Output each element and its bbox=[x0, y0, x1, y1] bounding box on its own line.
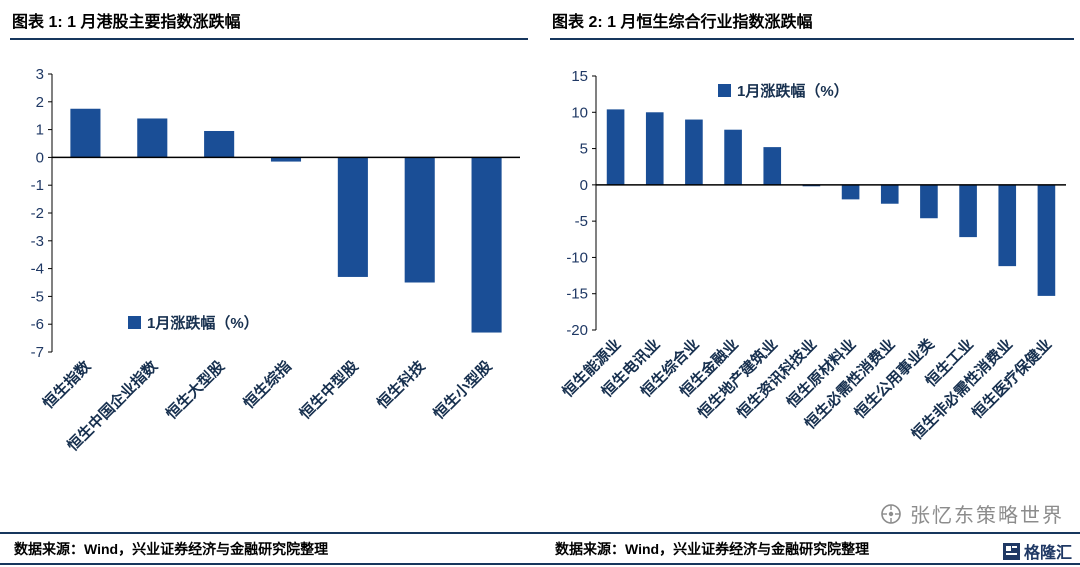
chart-1-title: 图表 1: 1 月港股主要指数涨跌幅 bbox=[10, 6, 528, 40]
y-tick-label: -6 bbox=[31, 316, 44, 333]
bar-chart-hk-indices: -7-6-5-4-3-2-10123恒生指数恒生中国企业指数 恒生大型股 恒生综指恒… bbox=[31, 66, 520, 455]
brand-watermark: 张忆东策略世界 bbox=[880, 499, 1064, 528]
bar bbox=[880, 184, 899, 204]
y-tick-label: -15 bbox=[566, 286, 588, 303]
bar bbox=[998, 184, 1017, 267]
legend-label: 1月涨跌幅（%） bbox=[147, 314, 259, 332]
bar bbox=[70, 108, 101, 158]
legend-label: 1月涨跌幅（%） bbox=[737, 82, 849, 100]
y-tick-label: -5 bbox=[31, 288, 44, 305]
chart-2-title: 图表 2: 1 月恒生综合行业指数涨跌幅 bbox=[550, 6, 1074, 40]
bar bbox=[841, 184, 860, 200]
category-label: 恒生大型股 bbox=[162, 356, 228, 422]
brand-watermark-text: 张忆东策略世界 bbox=[910, 505, 1064, 527]
gelonghui-logo-icon bbox=[1002, 542, 1020, 560]
y-tick-label: 0 bbox=[580, 177, 588, 194]
y-tick-label: -2 bbox=[31, 205, 44, 222]
category-label: 恒生中型股 bbox=[296, 356, 362, 422]
y-tick-label: -5 bbox=[575, 213, 588, 230]
category-label: 恒生指数 bbox=[39, 356, 95, 412]
gelonghui-logo-text: 格隆汇 bbox=[1023, 545, 1072, 562]
bar bbox=[1037, 184, 1056, 296]
category-label: 恒生综指 bbox=[240, 357, 295, 412]
y-tick-label: -10 bbox=[566, 249, 588, 266]
bar bbox=[920, 184, 938, 219]
source-note-right: 数据来源：Wind，兴业证券经济与金融研究院整理 bbox=[555, 540, 870, 557]
bar bbox=[137, 118, 168, 158]
category-label: 恒生科技 bbox=[373, 356, 429, 412]
y-tick-label: 15 bbox=[571, 68, 588, 85]
y-tick-label: -7 bbox=[31, 344, 44, 361]
y-tick-label: -3 bbox=[31, 233, 44, 250]
bar bbox=[471, 157, 502, 333]
y-tick-label: -1 bbox=[31, 177, 44, 194]
gelonghui-logo: 格隆汇 bbox=[1002, 539, 1072, 563]
bar bbox=[959, 184, 977, 238]
category-label: 恒生小型股 bbox=[430, 356, 496, 422]
chart-panel-1: 图表 1: 1 月港股主要指数涨跌幅 -7 -6 -5 -4 -3 -2 -1 0 1 2 3 恒生指… bbox=[10, 6, 528, 486]
source-note-left: 数据来源：Wind，兴业证券经济与金融研究院整理 bbox=[14, 540, 329, 557]
footer-band: 数据来源：Wind，兴业证券经济与金融研究院整理 数据来源：Wind，兴业证券经… bbox=[0, 532, 1080, 565]
bar-chart-hs-industries: -20-15-10-5051015恒生能源业恒生电讯业恒生综合业恒生金融业恒生地… bbox=[559, 68, 1066, 443]
y-tick-label: -4 bbox=[31, 261, 44, 278]
bar bbox=[337, 157, 368, 277]
bar bbox=[645, 112, 664, 185]
legend-swatch bbox=[128, 316, 141, 329]
y-tick-label: 2 bbox=[36, 94, 44, 111]
legend-swatch bbox=[718, 84, 731, 97]
bar bbox=[606, 109, 625, 185]
y-tick-label: 5 bbox=[580, 141, 588, 158]
brand-seal-icon bbox=[881, 503, 901, 524]
bar bbox=[204, 130, 235, 158]
bar bbox=[270, 157, 302, 162]
chart-panel-2: 图表 2: 1 月恒生综合行业指数涨跌幅 -20 -15 -10 -5 0 5 10 15 恒生… bbox=[550, 6, 1074, 486]
bar bbox=[685, 119, 703, 185]
bar bbox=[724, 129, 742, 185]
y-tick-label: 1 bbox=[36, 122, 44, 139]
bar bbox=[763, 147, 782, 185]
bar bbox=[404, 157, 435, 283]
y-tick-label: 3 bbox=[36, 66, 44, 83]
y-tick-label: 0 bbox=[36, 149, 44, 166]
y-tick-label: 10 bbox=[571, 104, 588, 121]
y-tick-label: -20 bbox=[566, 322, 588, 339]
